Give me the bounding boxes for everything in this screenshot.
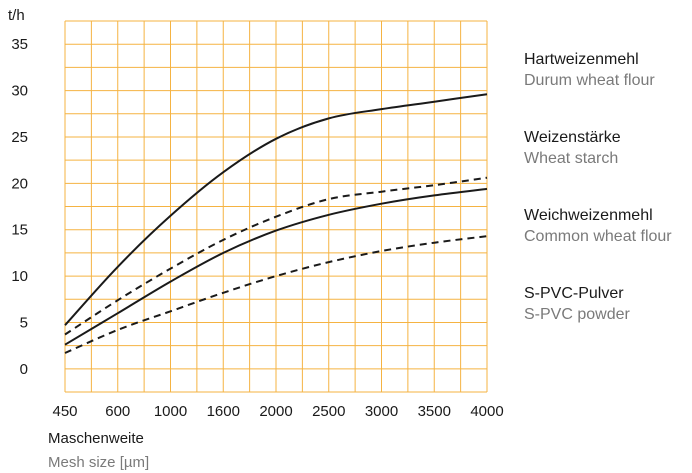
legend-label-de: S-PVC-Pulver (524, 285, 624, 302)
y-tick-label: 0 (20, 361, 28, 378)
legend-label-en: Wheat starch (524, 150, 619, 167)
legend-label-en: S-PVC powder (524, 306, 630, 323)
y-tick-label: 25 (11, 129, 28, 146)
legend-label-de: Hartweizenmehl (524, 51, 639, 68)
series-line-2 (64, 176, 488, 336)
series-lines (64, 93, 488, 354)
legend-label-de: Weizenstärke (524, 129, 621, 146)
x-tick-label: 2000 (259, 403, 292, 420)
series-line-1 (64, 93, 488, 326)
y-axis-unit-label: t/h (8, 7, 25, 24)
y-tick-label: 20 (11, 175, 28, 192)
series-line-4 (64, 235, 488, 354)
legend-item-starch: Weizenstärke Wheat starch (524, 128, 692, 206)
y-tick-label: 5 (20, 314, 28, 331)
y-tick-label: 35 (11, 36, 28, 53)
legend-item-durum: Hartweizenmehl Durum wheat flour (524, 50, 692, 128)
x-tick-label: 2500 (312, 403, 345, 420)
x-tick-label: 450 (52, 403, 77, 420)
x-tick-label: 600 (105, 403, 130, 420)
legend-item-pvc: S-PVC-Pulver S-PVC powder (524, 284, 692, 362)
legend-label-en: Common wheat flour (524, 228, 672, 245)
x-tick-label: 3500 (418, 403, 451, 420)
x-tick-label: 1000 (154, 403, 187, 420)
legend-label-en: Durum wheat flour (524, 72, 655, 89)
legend-label-de: Weichweizenmehl (524, 207, 653, 224)
legend: Hartweizenmehl Durum wheat flour Weizens… (524, 50, 692, 362)
y-tick-label: 30 (11, 83, 28, 100)
x-axis-subtitle: Mesh size [µm] (48, 454, 149, 471)
y-tick-label: 10 (11, 268, 28, 285)
x-tick-label: 3000 (365, 403, 398, 420)
x-tick-label: 1600 (207, 403, 240, 420)
series-line-3 (64, 187, 488, 346)
x-tick-label: 4000 (470, 403, 503, 420)
axis-ticks: 0 5 10 15 20 25 30 35 450 600 1000 1600 2000 2500 3000… (11, 36, 503, 420)
legend-item-common-wheat: Weichweizenmehl Common wheat flour (524, 206, 692, 284)
x-axis-title: Maschenweite (48, 430, 144, 447)
grid (64, 20, 488, 393)
y-tick-label: 15 (11, 222, 28, 239)
